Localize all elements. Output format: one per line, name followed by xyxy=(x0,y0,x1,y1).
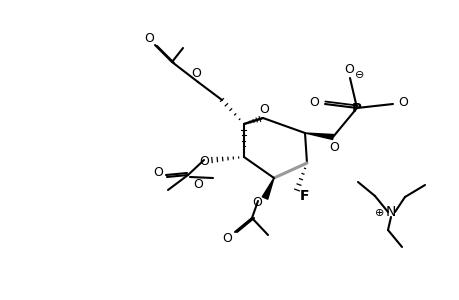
Text: O: O xyxy=(199,154,208,167)
Polygon shape xyxy=(304,133,333,140)
Text: ⊕: ⊕ xyxy=(375,208,384,218)
Text: O: O xyxy=(193,178,202,191)
Text: O: O xyxy=(258,103,269,116)
Text: O: O xyxy=(144,32,154,44)
Text: O: O xyxy=(252,196,261,209)
Text: O: O xyxy=(222,232,231,245)
Text: O: O xyxy=(308,95,318,109)
Text: P: P xyxy=(351,101,361,115)
Text: O: O xyxy=(397,95,407,109)
Text: O: O xyxy=(153,167,162,179)
Text: N: N xyxy=(385,205,395,219)
Text: ⊖: ⊖ xyxy=(354,70,364,80)
Text: O: O xyxy=(343,62,353,76)
Text: O: O xyxy=(328,140,338,154)
Text: O: O xyxy=(190,67,201,80)
Polygon shape xyxy=(262,178,274,199)
Text: F: F xyxy=(300,189,309,203)
